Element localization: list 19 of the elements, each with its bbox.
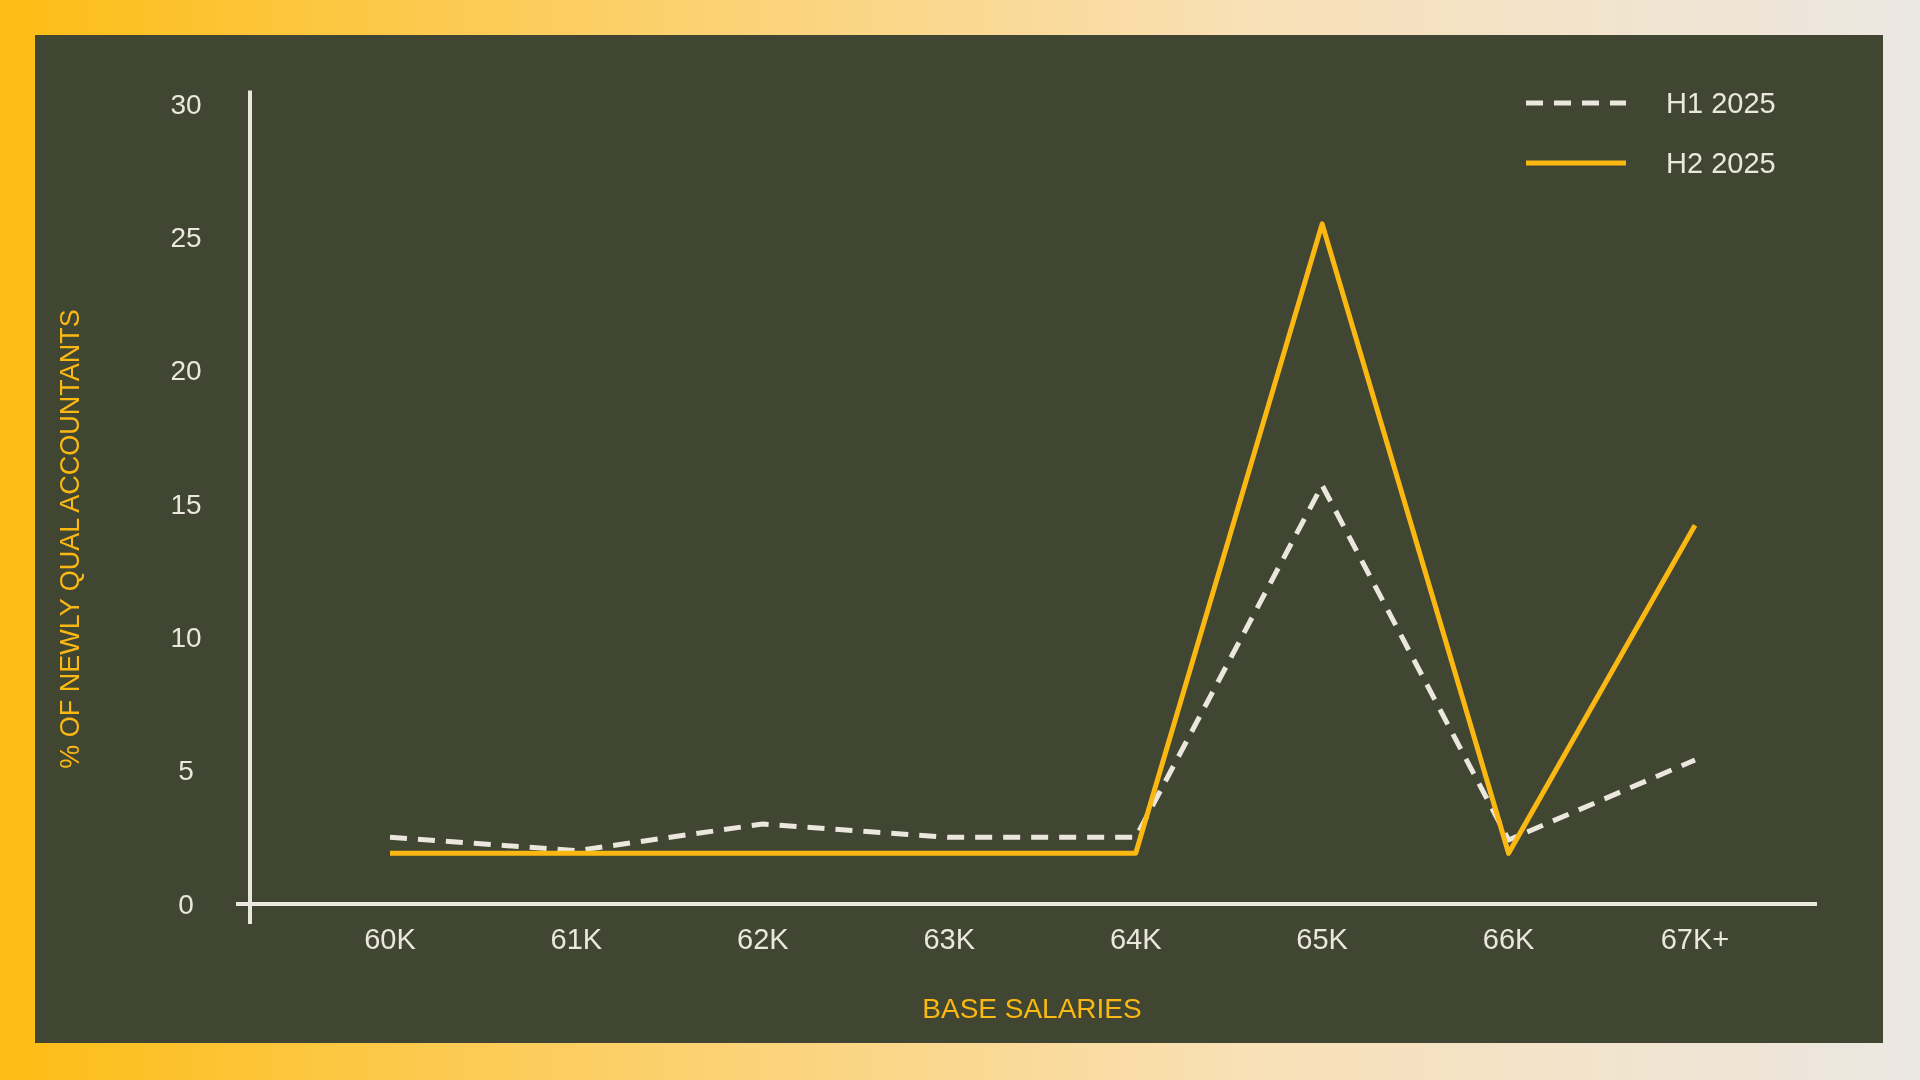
y-axis-title: % OF NEWLY QUAL ACCOUNTANTS: [55, 309, 86, 769]
x-tick-label: 67K+: [1660, 923, 1730, 956]
y-tick-label: 25: [170, 222, 202, 254]
y-tick-label: 5: [178, 755, 194, 787]
legend-label: H2 2025: [1666, 147, 1776, 180]
legend-label: H1 2025: [1666, 87, 1776, 120]
x-tick-label: 60K: [364, 923, 417, 956]
x-tick-label: 66K: [1482, 923, 1536, 956]
x-tick-label: 65K: [1296, 923, 1349, 956]
x-tick-label: 63K: [923, 923, 976, 956]
y-tick-label: 10: [170, 622, 202, 654]
x-axis-title: BASE SALARIES: [922, 992, 1142, 1024]
y-tick-label: 30: [170, 88, 202, 120]
x-tick-label: 64K: [1109, 923, 1163, 956]
y-tick-label: 15: [170, 488, 202, 520]
x-tick-label: 61K: [550, 923, 603, 956]
x-tick-label: 62K: [737, 923, 790, 956]
y-tick-label: 20: [170, 355, 202, 387]
y-tick-label: 0: [178, 888, 194, 920]
